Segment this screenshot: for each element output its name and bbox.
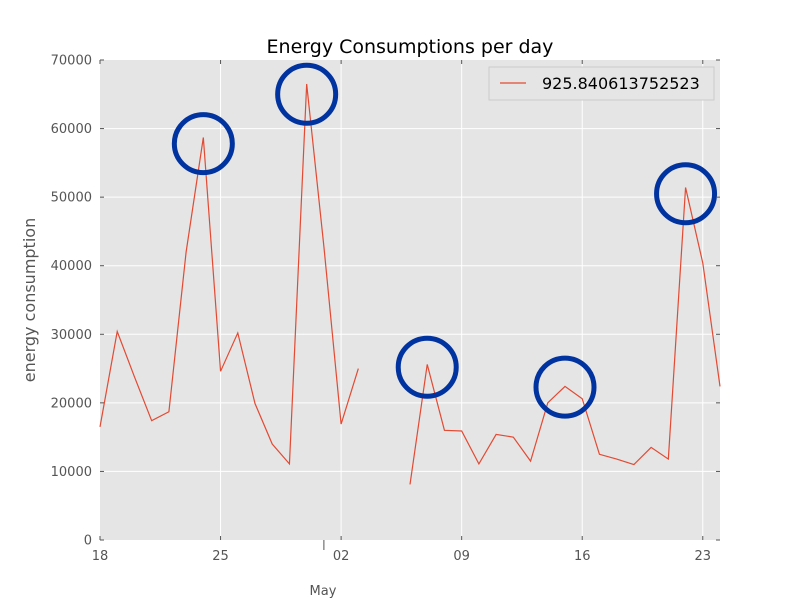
highlight-circle [395, 335, 459, 399]
y-tick-label: 20000 [51, 396, 92, 411]
highlight-circle [533, 355, 597, 419]
x-tick-label: 18 [92, 549, 109, 564]
x-tick-label: 23 [695, 549, 712, 564]
y-tick-label: 70000 [51, 54, 92, 69]
axis-layer: 0 10000 20000 30000 40000 50000 60000 70000 18 25… [51, 54, 720, 564]
series-layer [99, 83, 721, 485]
y-tick-label: 10000 [51, 465, 92, 480]
x-tick-label: 09 [453, 549, 470, 564]
annotation-layer [171, 62, 718, 419]
y-axis-label: energy consumption [20, 218, 39, 382]
x-tick-label: 25 [212, 549, 229, 564]
series-line-segment [409, 187, 721, 485]
legend-box [488, 66, 715, 101]
y-tick-label: 0 [84, 534, 92, 549]
legend: 925.840613752523 [488, 66, 715, 101]
x-axis-month-label: May [310, 584, 337, 599]
y-tick-label: 60000 [51, 122, 92, 137]
highlight-circle [275, 62, 339, 126]
highlight-circle [171, 112, 235, 176]
y-tick-label: 50000 [51, 191, 92, 206]
x-tick-label: 16 [574, 549, 591, 564]
series-line-segment [99, 83, 359, 466]
y-tick-label: 30000 [51, 328, 92, 343]
grid-layer [100, 60, 720, 540]
plot-background [100, 60, 720, 540]
legend-label: 925.840613752523 [542, 74, 700, 93]
y-tick-label: 40000 [51, 259, 92, 274]
chart-title: Energy Consumptions per day [267, 36, 554, 58]
highlight-circle [654, 162, 718, 226]
x-tick-label: 02 [333, 549, 350, 564]
